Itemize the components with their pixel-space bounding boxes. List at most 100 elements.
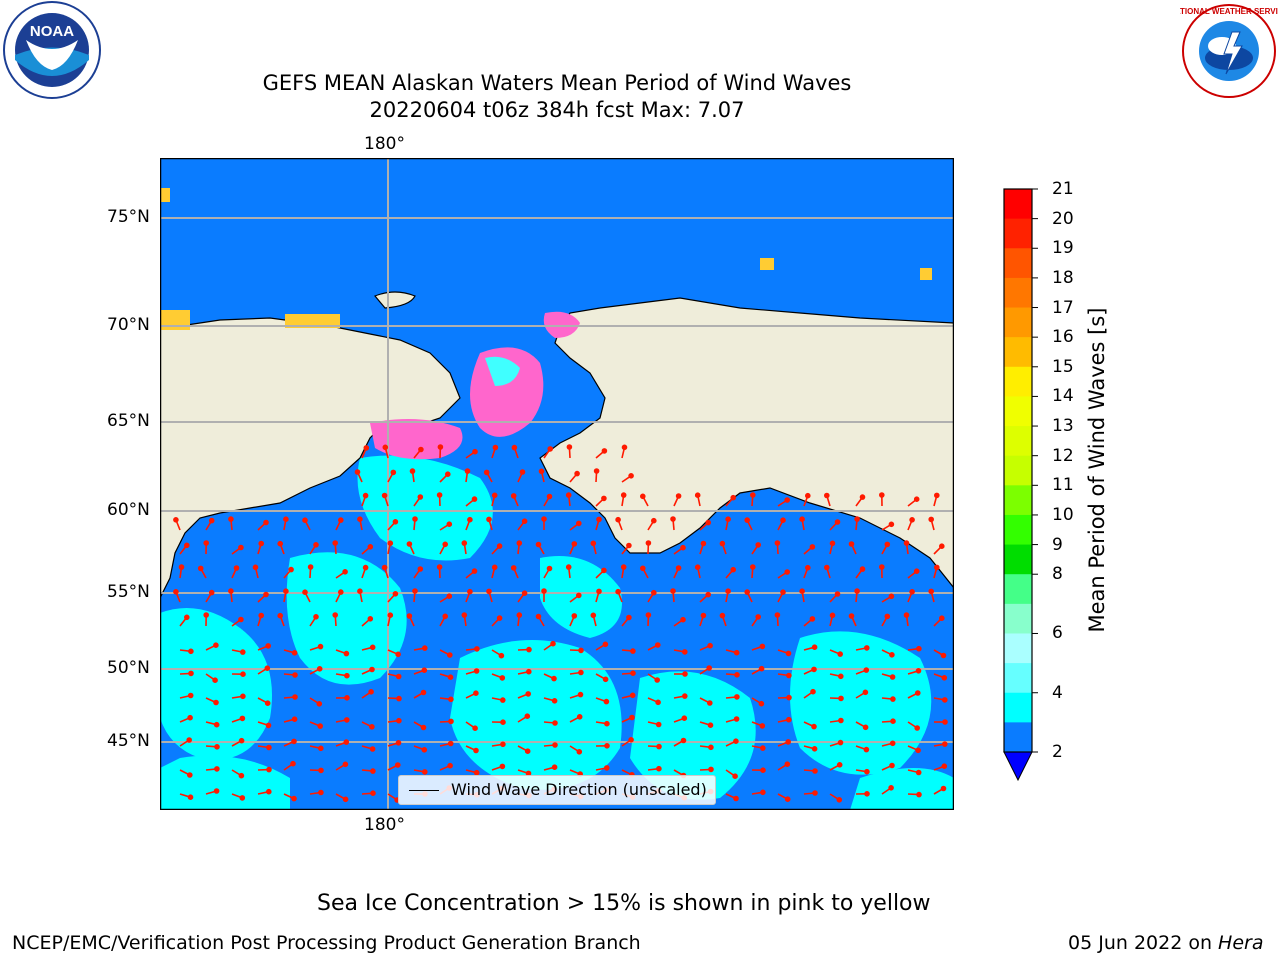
wind-wave-arrowhead <box>228 588 234 594</box>
wind-wave-arrowhead <box>258 612 264 619</box>
wind-wave-arrowhead <box>694 564 701 571</box>
wind-wave-arrowhead <box>291 795 297 802</box>
wind-wave-arrowhead <box>369 723 375 730</box>
wind-wave-arrowhead <box>578 669 584 676</box>
lat-label-60: 60°N <box>107 500 150 520</box>
wind-wave-arrowhead <box>442 613 449 620</box>
run-date-machine: Hera <box>1218 932 1264 954</box>
wind-wave-arrowhead <box>290 760 296 767</box>
wind-wave-arrowhead <box>707 722 714 729</box>
wind-wave-arrowhead <box>208 589 215 596</box>
wind-wave-arrowhead <box>203 612 210 618</box>
wind-wave-arrowhead <box>933 492 940 499</box>
wind-wave-arrowhead <box>758 700 765 707</box>
land-masses <box>160 291 954 599</box>
wind-wave-arrowhead <box>837 739 844 746</box>
wind-wave-arrowhead <box>629 692 636 699</box>
wind-wave-arrowhead <box>774 540 781 546</box>
run-date-prefix: 05 Jun 2022 on <box>1068 932 1219 954</box>
wind-wave-arrowhead <box>914 725 921 731</box>
wind-wave-arrowhead <box>370 790 376 797</box>
wind-wave-arrowhead <box>854 516 860 522</box>
wind-wave-arrowhead <box>535 613 542 620</box>
wind-wave-arrowhead <box>863 746 870 753</box>
wind-wave-arrowhead <box>362 564 369 571</box>
wind-wave-arrowhead <box>836 796 843 803</box>
wind-wave-arrowhead <box>283 516 289 523</box>
wind-wave-arrowhead <box>941 763 948 770</box>
wind-wave-arrowhead <box>575 592 582 599</box>
wind-wave-arrowhead <box>546 565 553 572</box>
wind-wave-arrowhead <box>620 564 627 570</box>
wind-wave-arrowhead <box>525 691 532 697</box>
wind-wave-arrowhead <box>473 769 480 776</box>
wind-wave-arrowhead <box>889 651 895 658</box>
wind-wave-arrowhead <box>521 518 528 525</box>
wind-wave-arrowhead <box>417 494 424 500</box>
wind-wave-arrowhead <box>186 737 193 743</box>
wind-wave-arrowhead <box>571 613 578 619</box>
wind-wave-arrowhead <box>759 643 766 650</box>
wind-wave-arrowhead <box>266 788 272 795</box>
colorbar-tick-label: 20 <box>1052 208 1074 229</box>
wind-wave-arrowhead <box>864 768 870 775</box>
wind-wave-arrowhead <box>302 517 308 524</box>
colorbar-tick-label: 15 <box>1052 356 1074 377</box>
wind-wave-arrowhead <box>421 667 428 674</box>
wind-wave-arrowhead <box>499 763 506 770</box>
wind-wave-arrowhead <box>707 642 713 649</box>
wind-wave-arrowhead <box>421 769 428 775</box>
lat-label-55: 55°N <box>107 582 150 602</box>
wind-wave-arrowhead <box>878 564 885 570</box>
wind-wave-arrowhead <box>730 494 737 501</box>
wind-wave-arrowhead <box>811 723 817 730</box>
wind-wave-arrowhead <box>318 767 324 774</box>
wind-wave-arrowhead <box>277 540 283 547</box>
wind-wave-arrowhead <box>681 649 688 655</box>
wind-wave-arrowhead <box>903 612 910 618</box>
wind-wave-arrowhead <box>491 492 498 499</box>
wind-wave-arrowhead <box>418 446 424 453</box>
wind-wave-arrowhead <box>730 566 737 573</box>
wind-wave-arrowhead <box>941 697 948 703</box>
wind-wave-arrowhead <box>940 652 947 659</box>
wind-wave-arrowhead <box>700 612 707 619</box>
wind-wave-arrowhead <box>837 673 844 680</box>
wind-wave-arrowhead <box>823 564 830 571</box>
wind-wave-arrowhead <box>213 642 219 649</box>
wind-wave-arrowhead <box>446 521 453 528</box>
wind-wave-arrowhead <box>812 790 818 796</box>
wind-wave-arrowhead <box>444 471 451 478</box>
wind-wave-arrowhead <box>859 494 866 500</box>
wind-wave-arrowhead <box>535 541 542 548</box>
lat-label-50: 50°N <box>107 658 150 678</box>
wind-wave-arrowhead <box>626 542 632 549</box>
wind-wave-arrowhead <box>511 444 518 451</box>
wind-wave-arrowhead <box>620 492 627 498</box>
wind-wave-arrowhead <box>387 612 394 619</box>
wind-wave-arrowhead <box>291 716 298 723</box>
wind-wave-arrowhead <box>755 614 762 620</box>
wind-wave-arrowhead <box>628 472 634 479</box>
wind-wave-arrowhead <box>577 691 584 698</box>
wind-wave-arrowhead <box>524 713 531 720</box>
wind-wave-arrowhead <box>187 692 194 699</box>
wind-wave-arrowhead <box>472 448 478 455</box>
wind-wave-arrowhead <box>395 739 402 746</box>
wind-wave-arrowhead <box>496 543 503 549</box>
wind-wave-arrowhead <box>694 492 701 499</box>
wind-wave-arrowhead <box>780 517 786 524</box>
wind-wave-arrowhead <box>552 742 558 748</box>
wind-wave-arrowhead <box>590 612 597 619</box>
wind-wave-arrowhead <box>266 766 272 773</box>
colorbar <box>1003 188 1038 782</box>
wind-wave-arrowhead <box>516 612 523 618</box>
chart-title-line1: GEFS MEAN Alaskan Waters Mean Period of … <box>262 71 852 95</box>
wind-wave-arrowhead <box>547 446 554 452</box>
wind-wave-arrowhead <box>412 516 418 522</box>
wind-wave-arrowhead <box>888 521 895 528</box>
wind-wave-arrowhead <box>551 675 557 682</box>
wind-wave-arrowhead <box>603 698 610 705</box>
wind-wave-arrowhead <box>942 719 948 725</box>
wind-wave-arrowhead <box>938 615 945 622</box>
